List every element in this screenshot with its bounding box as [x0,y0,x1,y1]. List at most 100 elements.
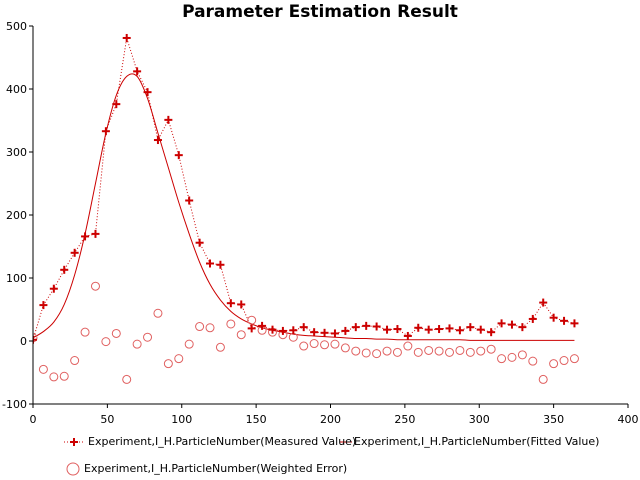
measured-point [466,323,475,332]
x-tick-label: 200 [320,413,341,426]
measured-point [362,321,371,330]
weighted-error-point [403,341,413,351]
weighted-error-point [424,345,434,355]
weighted-error-point [132,339,142,349]
weighted-error-point [101,337,111,347]
weighted-error-point [549,359,559,369]
x-tick-label: 150 [246,413,267,426]
weighted-error-point [49,372,59,382]
measured-point [455,326,464,335]
x-tick-label: 50 [100,413,114,426]
measured-point [153,136,162,145]
measured-point [237,300,246,309]
weighted-error-point [497,354,507,364]
measured-point [133,67,142,76]
y-tick-label: 100 [6,272,27,285]
y-tick-label: 0 [20,335,27,348]
weighted-error-point [476,346,486,356]
weighted-error-point [330,339,340,349]
measured-point [226,299,235,308]
measured-point [101,127,110,136]
measured-point [372,322,381,331]
measured-point [310,328,319,337]
weighted-error-point [205,323,215,333]
measured-point [122,33,131,42]
legend-symbol-error [66,462,80,476]
y-tick-label: 500 [6,20,27,33]
measured-point [518,323,527,332]
weighted-error-point [153,308,163,318]
weighted-error-point [59,371,69,381]
legend-label-measured: Experiment,I_H.ParticleNumber(Measured V… [88,435,357,448]
weighted-error-point [538,374,548,384]
measured-point [424,325,433,334]
plot-area [33,33,579,384]
weighted-error-point [559,356,569,366]
measured-point [143,88,152,97]
weighted-error-point [445,347,454,357]
x-tick-label: 350 [543,413,564,426]
weighted-error-point [455,345,465,355]
measured-point [70,248,79,257]
measured-point [560,316,569,325]
x-tick-label: 250 [394,413,415,426]
measured-point [330,329,339,338]
x-tick-label: 100 [171,413,192,426]
chart-title: Parameter Estimation Result [182,2,458,22]
measured-point [174,151,183,160]
weighted-error-point [111,328,121,338]
measured-point [476,325,485,334]
legend-label-fitted: Experiment,I_H.ParticleNumber(Fitted Val… [354,435,600,448]
weighted-error-point [163,359,173,369]
measured-point [39,301,48,310]
measured-point [289,326,298,335]
measured-point [278,326,287,335]
weighted-error-point [226,319,236,329]
weighted-error-point [70,356,80,366]
weighted-error-point [372,349,382,359]
measured-point [320,328,329,337]
weighted-error-point [320,340,330,350]
weighted-error-point [413,347,423,357]
measured-point [403,331,412,340]
fitted-series-line [33,73,575,341]
measured-point [247,324,256,333]
measured-point [195,238,204,247]
y-tick-label: -100 [2,398,27,411]
measured-point [507,320,516,329]
measured-point [91,229,100,238]
measured-point [216,260,225,269]
measured-point [528,314,537,323]
weighted-error-point [361,348,371,358]
weighted-error-point [392,347,402,357]
weighted-error-point [122,374,132,384]
measured-point [81,232,90,241]
measured-point [164,115,173,124]
weighted-error-point [507,352,517,362]
weighted-error-point [33,333,38,343]
weighted-error-point [299,341,309,351]
weighted-error-point [80,327,90,337]
measured-point [445,324,454,333]
measured-point [268,325,277,334]
measured-point [570,319,579,328]
weighted-error-point [195,322,205,332]
measured-point [487,328,496,337]
y-tick-label: 300 [6,146,27,159]
weighted-error-point [382,346,392,356]
weighted-error-point [38,364,48,374]
weighted-error-point [351,346,361,356]
weighted-error-point [247,315,257,325]
weighted-error-point [174,354,184,364]
weighted-error-point [434,346,444,356]
weighted-error-point [236,330,246,340]
measured-point [383,325,392,334]
measured-point [393,325,402,334]
legend-label-weighted-error: Experiment,I_H.ParticleNumber(Weighted E… [84,462,348,475]
measured-point [351,323,360,332]
weighted-error-point [569,354,579,364]
y-tick-label: 200 [6,209,27,222]
weighted-error-point [215,342,225,352]
x-tick-label: 0 [30,413,37,426]
